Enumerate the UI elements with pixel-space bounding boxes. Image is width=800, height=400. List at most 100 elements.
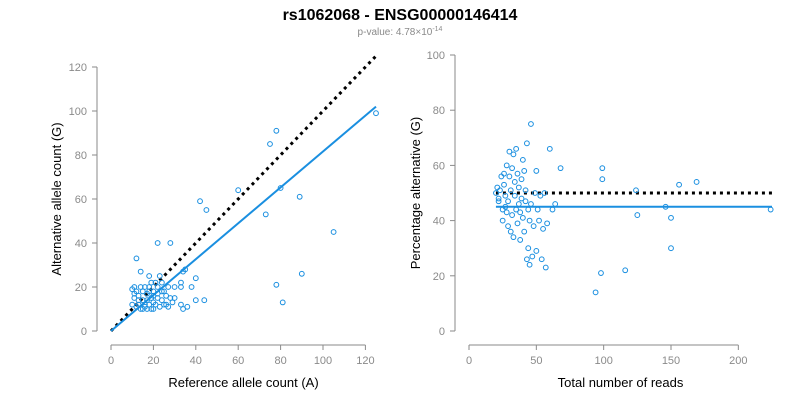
data-point [634, 212, 641, 218]
data-point [148, 306, 155, 312]
y-tick-label: 20 [433, 271, 445, 283]
data-point [273, 281, 280, 288]
data-point [197, 198, 203, 205]
data-point [139, 288, 146, 295]
data-point [599, 165, 606, 172]
data-point [544, 220, 551, 227]
data-point [528, 121, 534, 127]
data-point [277, 185, 284, 191]
x-tick-label: 0 [108, 355, 114, 367]
x-tick-label: 150 [662, 355, 680, 367]
data-point [540, 225, 546, 232]
data-point [192, 275, 199, 282]
data-point [171, 295, 178, 301]
data-point [154, 240, 161, 246]
data-point [148, 279, 155, 286]
y-axis-label: Percentage alternative (G) [408, 117, 423, 269]
y-tick-label: 120 [69, 62, 87, 74]
data-point [503, 162, 510, 169]
data-point [592, 289, 599, 296]
data-point [552, 201, 559, 207]
data-point [668, 245, 674, 252]
data-point [279, 299, 286, 306]
data-point [526, 217, 533, 224]
data-point [542, 264, 549, 271]
data-point [501, 170, 507, 177]
data-point [178, 284, 184, 290]
data-point [598, 270, 604, 276]
data-point [150, 306, 157, 312]
data-point [131, 284, 138, 290]
x-tick-label: 50 [530, 355, 542, 367]
y-tick-label: 60 [75, 194, 87, 206]
data-point [633, 187, 639, 194]
data-point [510, 234, 517, 241]
y-tick-label: 80 [433, 105, 445, 117]
data-point [137, 268, 144, 275]
y-tick-label: 100 [69, 106, 87, 118]
data-point [142, 284, 148, 290]
y-tick-label: 0 [81, 326, 87, 338]
data-point [515, 201, 522, 207]
data-point [509, 212, 515, 218]
data-point [532, 190, 538, 196]
data-point [273, 127, 280, 134]
data-point [533, 248, 540, 254]
data-point [298, 270, 305, 277]
data-point [503, 209, 510, 216]
data-point [557, 165, 564, 172]
data-point [330, 229, 337, 235]
y-tick-label: 0 [439, 326, 445, 338]
data-point [184, 303, 191, 310]
data-point [511, 192, 518, 199]
data-point [137, 284, 144, 290]
data-point [517, 237, 524, 243]
y-tick-label: 40 [75, 238, 87, 250]
data-point [528, 201, 534, 207]
data-point [267, 141, 273, 147]
data-point [676, 181, 682, 188]
data-point [507, 228, 514, 235]
y-tick-label: 40 [433, 216, 445, 228]
data-point [152, 279, 159, 286]
data-point [158, 297, 165, 304]
data-point [139, 297, 146, 304]
data-point [502, 192, 509, 199]
allele-count-plot: 0 20 40 60 80 100 120 0 20 40 60 80 100 120 Reference … [49, 54, 379, 390]
data-point [518, 176, 525, 183]
data-point [165, 284, 172, 290]
data-point [495, 195, 502, 202]
y-axis-label: Alternative allele count (G) [49, 122, 64, 275]
y-tick-label: 20 [75, 282, 87, 294]
data-point [133, 255, 140, 262]
data-point [522, 198, 529, 205]
x-tick-label: 60 [232, 355, 244, 367]
data-point [514, 220, 521, 227]
data-point [767, 206, 774, 213]
data-point [158, 279, 165, 286]
y-tick-label: 60 [433, 160, 445, 172]
x-tick-label: 0 [466, 355, 472, 367]
data-point [167, 240, 174, 246]
data-point [131, 290, 138, 297]
x-tick-label: 100 [594, 355, 612, 367]
data-point [163, 292, 170, 299]
data-point [161, 288, 167, 295]
y-tick-label: 80 [75, 150, 87, 162]
data-point [622, 267, 629, 274]
data-point [668, 214, 674, 221]
data-point [150, 292, 157, 299]
data-point [203, 207, 210, 213]
data-point [201, 297, 208, 304]
data-point [599, 176, 606, 183]
data-point [493, 190, 499, 196]
data-point [506, 173, 513, 180]
y-tick-label: 100 [427, 50, 445, 62]
percentage-alternative-plot: 0 50 100 150 200 0 20 40 60 80 100 Total number of … [408, 50, 774, 390]
x-tick-label: 80 [274, 355, 286, 367]
data-point [494, 184, 501, 191]
data-point [509, 165, 515, 172]
data-point [262, 211, 269, 218]
data-point [549, 206, 556, 213]
chart-title: rs1062068 - ENSG00000146414 [283, 7, 518, 24]
